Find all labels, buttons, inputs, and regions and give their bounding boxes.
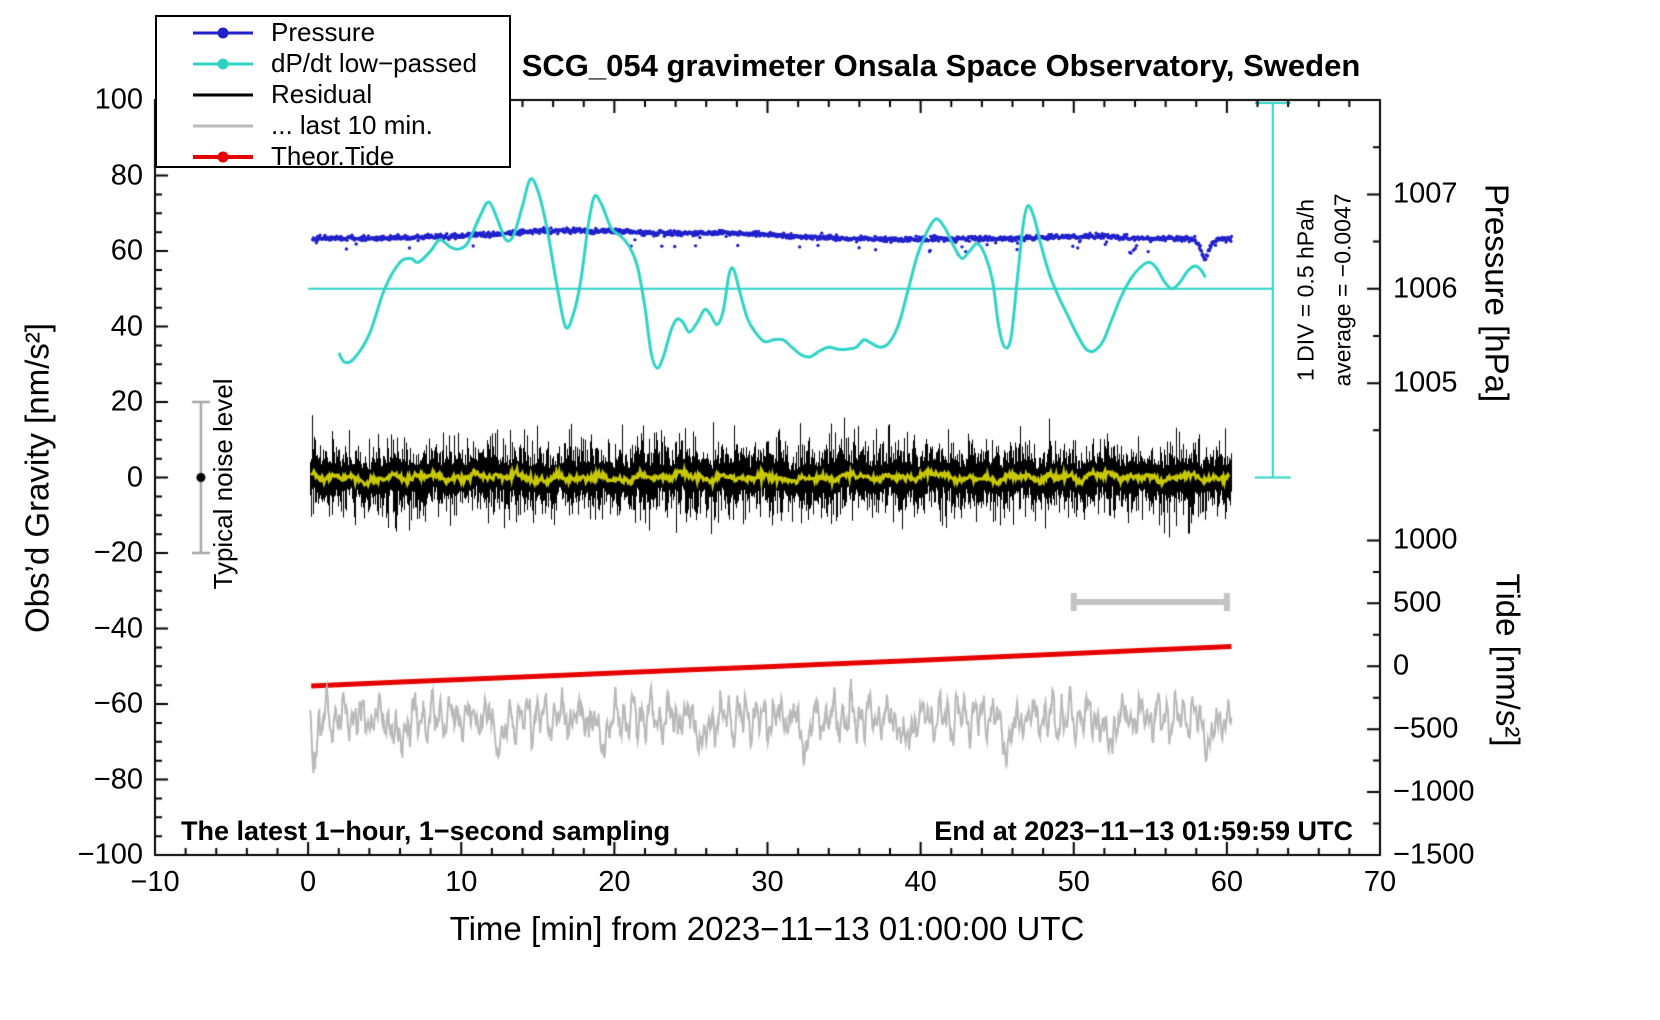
legend-item: Residual	[191, 79, 509, 110]
y-tick-label-tide: 500	[1393, 586, 1442, 619]
y-tick-label-gravity: −20	[93, 536, 143, 569]
x-tick-label: 40	[904, 866, 937, 898]
y-tick-label-gravity: −40	[93, 612, 143, 644]
average-annotation: average = −0.0047	[1329, 193, 1356, 387]
y-axis-label-gravity: Obs’d Gravity [nm/s²]	[18, 323, 56, 633]
legend-box: Pressure dP/dt low−passed Residual... last…	[155, 15, 511, 171]
x-tick-label: 50	[1057, 866, 1090, 898]
y-tick-label-tide: −1500	[1393, 838, 1475, 871]
y-tick-label-gravity: 0	[126, 461, 143, 493]
legend-item: ... last 10 min.	[191, 110, 509, 141]
y-tick-label-tide: 1000	[1393, 523, 1458, 556]
legend-label: Residual	[271, 79, 373, 109]
y-tick-label-gravity: 80	[110, 159, 143, 191]
y-tick-label-gravity: 40	[110, 310, 143, 342]
legend-label: Theor.Tide	[271, 141, 395, 171]
y-tick-label-tide: −1000	[1393, 775, 1475, 808]
scale-div-annotation: 1 DIV = 0.5 hPa/h	[1292, 198, 1319, 382]
legend-item: dP/dt low−passed	[191, 48, 509, 79]
legend-label: ... last 10 min.	[271, 110, 433, 140]
chart-title: SCG_054 gravimeter Onsala Space Observat…	[521, 48, 1361, 83]
end-time-note: End at 2023−11−13 01:59:59 UTC	[934, 816, 1353, 846]
legend-label: Pressure	[271, 17, 376, 47]
y-tick-label-pressure: 1007	[1393, 177, 1458, 210]
legend-item: Theor.Tide	[191, 141, 509, 172]
legend-swatch	[193, 58, 253, 69]
y-tick-label-gravity: 20	[110, 385, 143, 418]
y-tick-label-tide: 0	[1393, 649, 1410, 682]
y-tick-label-gravity: 100	[94, 83, 143, 116]
x-tick-label: 60	[1210, 866, 1244, 898]
y-tick-label-gravity: 60	[110, 234, 143, 267]
y-tick-label-gravity: −100	[77, 838, 143, 871]
x-tick-label: −10	[130, 866, 180, 898]
y-axis-label-pressure: Pressure [hPa]	[1478, 183, 1516, 403]
legend-item: Pressure	[191, 17, 509, 48]
y-tick-label-gravity: −80	[93, 763, 143, 795]
x-tick-label: 20	[598, 866, 631, 898]
y-tick-label-pressure: 1006	[1393, 272, 1458, 305]
noise-level-annotation: Typical noise level	[208, 378, 238, 590]
x-tick-label: 30	[751, 866, 784, 898]
y-tick-label-gravity: −60	[93, 687, 143, 720]
y-tick-label-pressure: 1005	[1393, 366, 1458, 399]
x-tick-label: 10	[445, 866, 478, 898]
legend-label: dP/dt low−passed	[271, 48, 477, 78]
legend-swatch	[193, 124, 253, 127]
y-tick-label-tide: −500	[1393, 712, 1459, 745]
y-axis-label-tide: Tide [nm/s²]	[1489, 573, 1527, 747]
legend-swatch	[193, 27, 253, 38]
x-axis-label: Time [min] from 2023−11−13 01:00:00 UTC	[449, 910, 1085, 947]
legend-swatch	[193, 93, 253, 96]
legend-swatch	[193, 151, 253, 162]
x-tick-label: 0	[300, 866, 317, 898]
sampling-note: The latest 1−hour, 1−second sampling	[181, 816, 671, 846]
x-tick-label: 70	[1363, 866, 1397, 898]
